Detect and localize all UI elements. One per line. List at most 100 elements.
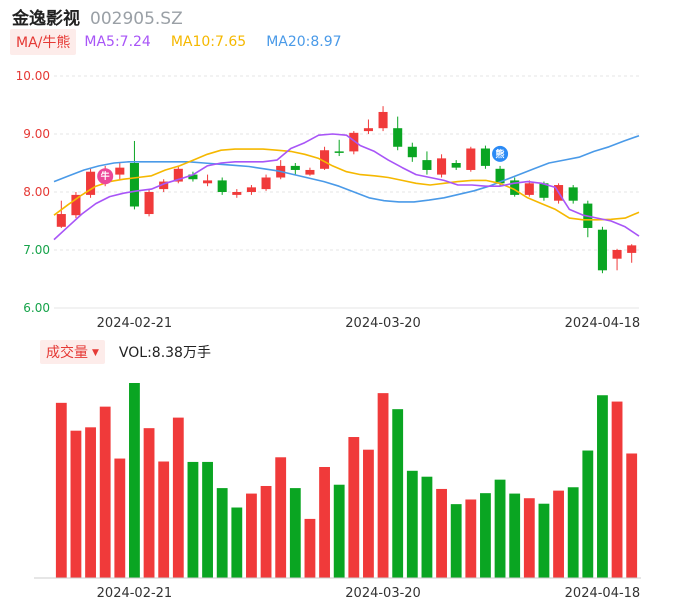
candle-body (363, 128, 373, 132)
candle-body (510, 180, 520, 195)
ma10-legend: MA10:7.65 (170, 34, 247, 50)
y-tick-label: 6.00 (23, 301, 50, 315)
volume-value: VOL:8.38万手 (118, 345, 211, 361)
candle-body (495, 168, 505, 184)
x-tick-label: 2024-03-20 (345, 316, 421, 331)
volume-bar (129, 383, 140, 578)
candle-body (115, 167, 125, 175)
volume-bar (55, 402, 67, 578)
candle-body (466, 148, 476, 170)
badge-label: 熊 (496, 148, 505, 160)
volume-bar (85, 427, 96, 578)
volume-bar (202, 461, 213, 578)
volume-bar (289, 488, 301, 578)
volume-bar (392, 409, 404, 578)
volume-bar (538, 503, 550, 578)
volume-bar (465, 499, 477, 578)
volume-bar (304, 518, 316, 578)
volume-bar (348, 437, 360, 578)
stock-name: 金逸影视 (12, 9, 80, 29)
candle-body (437, 158, 447, 175)
candle-body (451, 163, 461, 168)
volume-bar (99, 406, 111, 578)
y-tick-label: 7.00 (23, 243, 50, 257)
candle-body (56, 214, 66, 227)
candle-body (320, 150, 330, 169)
candle-body (232, 192, 242, 195)
bull-icon (97, 168, 114, 185)
ma5-legend: MA5:7.24 (84, 34, 151, 50)
volume-bar (319, 466, 330, 578)
stock-code: 002905.SZ (90, 9, 183, 29)
ma-toggle-button[interactable]: MA/牛熊 (10, 29, 77, 55)
candle-body (188, 174, 198, 180)
volume-toggle-button[interactable]: 成交量 ▼ (40, 340, 105, 364)
ma20-legend: MA20:8.97 (266, 34, 342, 50)
candle-body (246, 187, 256, 192)
candle-body (407, 146, 417, 158)
volume-legend: 成交量 ▼ VOL:8.38万手 (40, 340, 211, 364)
candle-body (524, 183, 534, 195)
ma-legend: MA/牛熊 MA5:7.24 MA10:7.65 MA20:8.97 (10, 29, 354, 55)
candle-body (378, 111, 388, 129)
x-tick-label: 2024-04-18 (565, 316, 641, 331)
volume-bar (567, 487, 579, 578)
volume-bar (275, 457, 287, 578)
volume-bar (172, 417, 184, 578)
candle-body (597, 229, 607, 271)
volume-bar (333, 484, 345, 578)
candle-body (86, 171, 96, 195)
volume-bar (509, 493, 521, 578)
volume-bar (231, 507, 243, 578)
candle-body (217, 180, 227, 192)
volume-bar (450, 504, 462, 578)
volume-bar (480, 493, 491, 578)
candle-body (305, 169, 315, 175)
candle-body (422, 160, 432, 170)
x-tick-label: 2024-02-21 (97, 316, 173, 331)
ma20-line (53, 134, 640, 203)
volume-bar (421, 476, 433, 578)
candle-body (627, 245, 637, 253)
candle-body (334, 151, 344, 153)
volume-bar (523, 498, 535, 578)
volume-bar (363, 449, 374, 578)
volume-bar (582, 450, 594, 578)
candle-body (144, 192, 154, 215)
candle-body (349, 132, 359, 152)
volume-bar (158, 461, 170, 578)
bear-icon (492, 145, 509, 162)
candle-body (290, 165, 300, 170)
badge-label: 牛 (101, 170, 110, 182)
volume-bar (70, 430, 82, 578)
volume-bar (436, 488, 447, 578)
y-tick-label: 8.00 (23, 185, 50, 199)
volume-bar (187, 461, 199, 578)
x-tick-label: 2024-04-18 (565, 586, 641, 601)
ma5-line (53, 133, 640, 241)
volume-bar (143, 428, 155, 578)
candle-body (203, 180, 213, 184)
y-tick-label: 10.00 (16, 69, 50, 83)
volume-bar (377, 393, 389, 578)
candle-body (393, 128, 403, 147)
candle-body (612, 250, 622, 259)
candle-body (480, 148, 490, 166)
x-tick-label: 2024-02-21 (97, 586, 173, 601)
volume-bar (626, 453, 638, 578)
stock-header: 金逸影视 002905.SZ (12, 4, 183, 29)
candle-body (159, 181, 169, 190)
candle-body (568, 187, 578, 201)
candle-body (261, 177, 271, 190)
volume-bar (216, 488, 228, 578)
ma10-line (53, 148, 640, 221)
candle-body (173, 168, 183, 182)
candle-body (539, 183, 549, 198)
volume-bar (406, 470, 418, 578)
y-tick-label: 9.00 (23, 127, 50, 141)
volume-toggle-label: 成交量 (46, 345, 88, 361)
volume-bar (260, 485, 272, 578)
candle-body (71, 194, 81, 216)
volume-bar (494, 479, 506, 578)
